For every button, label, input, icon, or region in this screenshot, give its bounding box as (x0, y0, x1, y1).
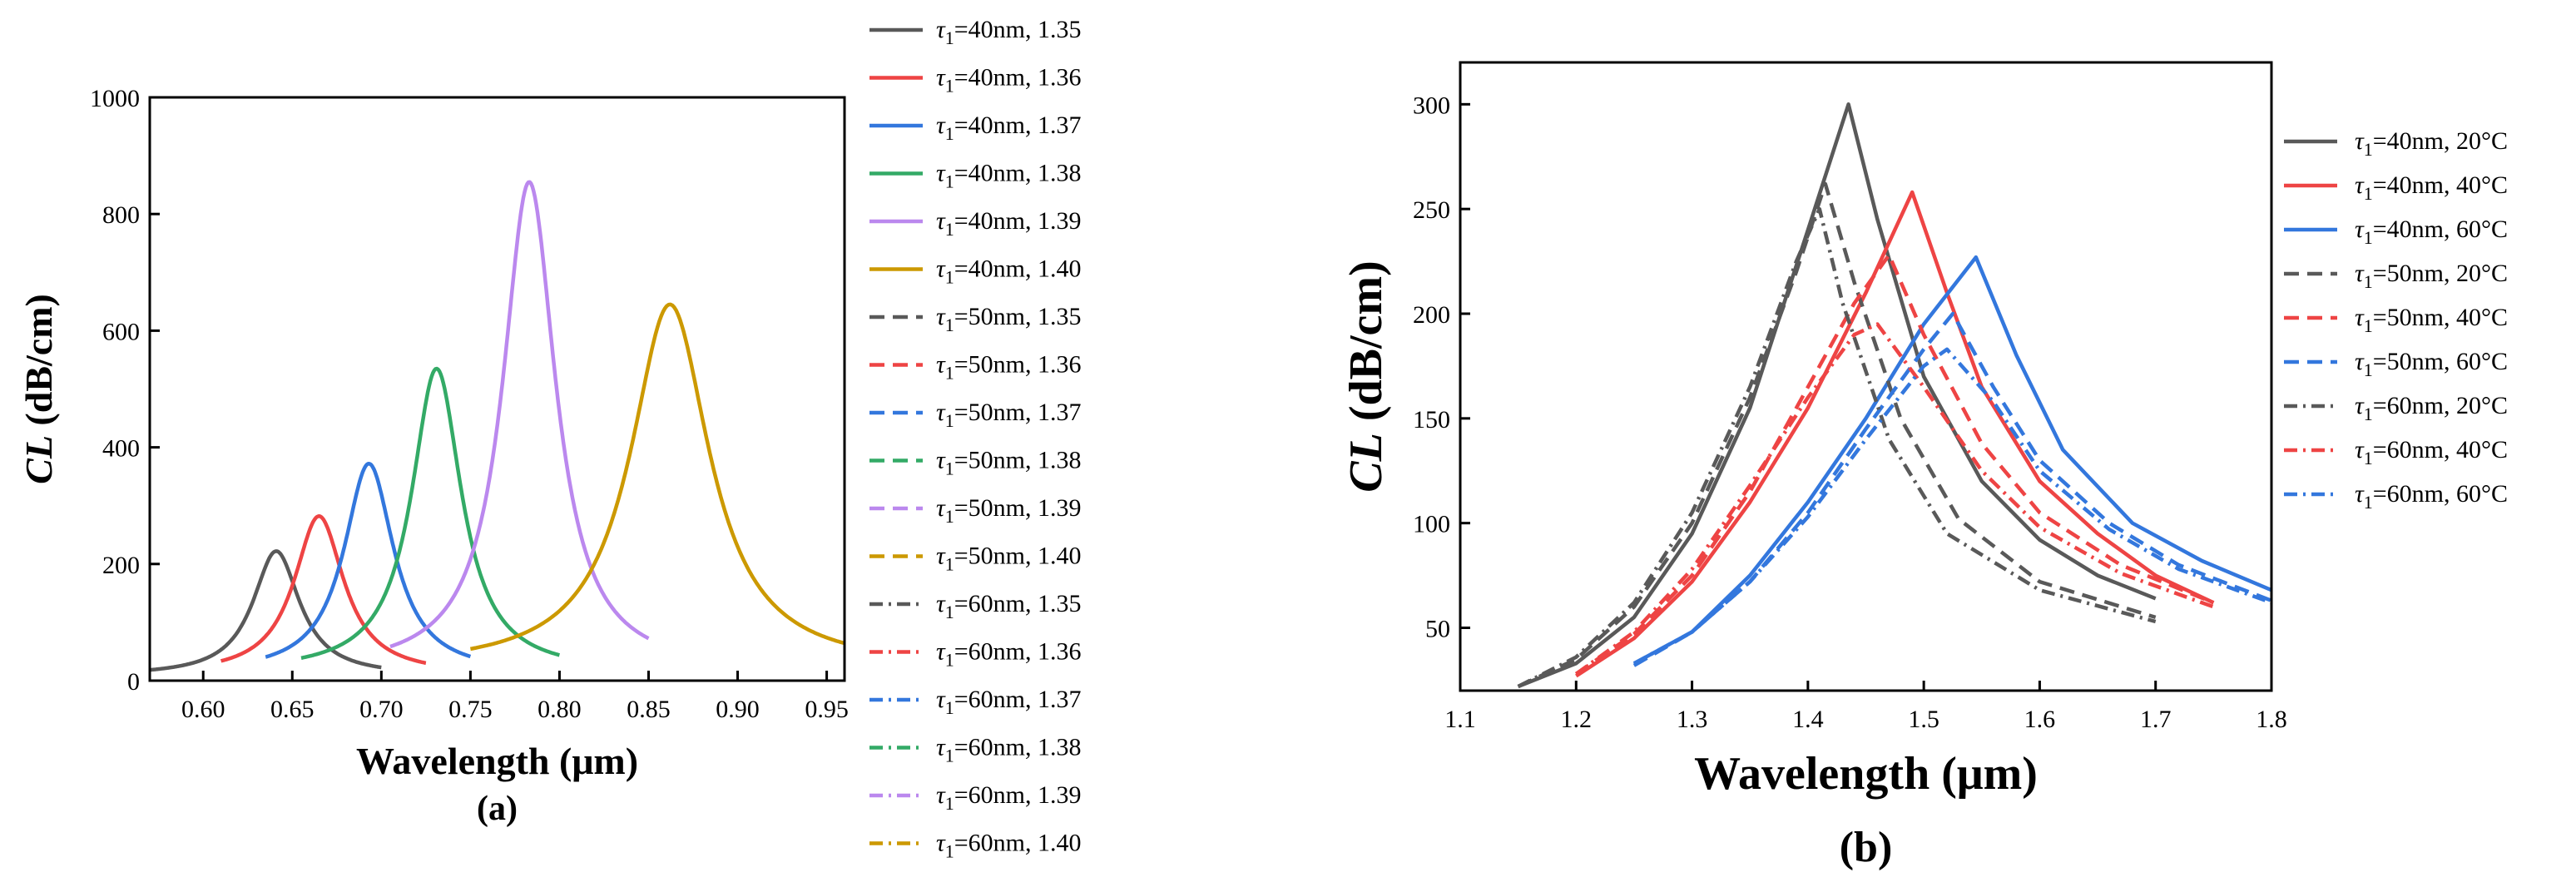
y-tick-label: 150 (1413, 406, 1450, 434)
x-axis-label: Wavelength (μm) (1694, 748, 2038, 800)
y-axis-label-italic: CL (1340, 433, 1392, 493)
legend-label: τ1=50nm, 1.36 (936, 351, 1082, 384)
legend-label: τ1=40nm, 1.35 (936, 16, 1082, 48)
series-line (1574, 322, 2215, 676)
legend-label: τ1=50nm, 40°C (2355, 304, 2508, 336)
y-tick-label: 200 (102, 552, 140, 579)
legend-label: τ1=50nm, 20°C (2355, 260, 2508, 292)
series-line (150, 549, 383, 672)
x-tick-label: 0.75 (448, 696, 493, 723)
y-tick-label: 250 (1413, 196, 1450, 224)
legend-label: τ1=60nm, 1.36 (936, 638, 1082, 671)
panel-label: (a) (477, 790, 518, 828)
plot-area (1517, 102, 2271, 689)
series-line (1517, 206, 2157, 689)
series-line (1632, 311, 2271, 667)
y-axis-label-group: CL (dB/cm) (17, 294, 60, 484)
y-tick-label: 300 (1413, 92, 1450, 119)
series-line (1575, 190, 2215, 678)
legend-label: τ1=40nm, 1.37 (936, 111, 1082, 144)
panel-label: (b) (1840, 824, 1893, 871)
y-tick-label: 800 (102, 201, 140, 229)
legend-label: τ1=50nm, 60°C (2355, 348, 2508, 380)
x-tick-label: 1.6 (2024, 706, 2056, 733)
series-line (1517, 181, 2157, 689)
legend-label: τ1=40nm, 1.40 (936, 255, 1082, 288)
x-tick-label: 1.4 (1792, 706, 1824, 733)
y-tick-label: 1000 (90, 85, 140, 112)
legend-label: τ1=60nm, 60°C (2355, 480, 2508, 513)
legend-label: τ1=40nm, 60°C (2355, 216, 2508, 248)
y-tick-label: 50 (1425, 616, 1450, 643)
x-tick-label: 0.95 (805, 696, 849, 723)
y-tick-label: 400 (102, 435, 140, 463)
y-axis-label: CL (dB/cm) (1340, 260, 1392, 492)
x-tick-label: 1.1 (1444, 706, 1476, 733)
legend-label: τ1=50nm, 1.40 (936, 543, 1082, 575)
legend-label: τ1=40nm, 1.39 (936, 207, 1082, 240)
legend-label: τ1=40nm, 1.36 (936, 64, 1082, 97)
series-line (389, 180, 650, 649)
series-line (265, 461, 472, 659)
series-line (469, 302, 845, 652)
plot-frame (148, 96, 846, 682)
y-tick-label: 0 (127, 668, 140, 696)
y-axis-label-units: (dB/cm) (17, 294, 60, 435)
x-tick-label: 0.60 (181, 696, 225, 723)
legend-label: τ1=60nm, 1.37 (936, 686, 1082, 718)
y-axis-label: CL (dB/cm) (17, 294, 60, 484)
x-tick-label: 0.70 (359, 696, 404, 723)
legend-label: τ1=40nm, 40°C (2355, 171, 2508, 204)
series-line (1517, 102, 2157, 689)
legend-label: τ1=60nm, 40°C (2355, 436, 2508, 468)
x-tick-label: 0.90 (716, 696, 760, 723)
y-axis-label-group: CL (dB/cm) (1340, 260, 1392, 492)
legend-label: τ1=40nm, 1.38 (936, 160, 1082, 192)
x-tick-label: 1.2 (1561, 706, 1593, 733)
legend-label: τ1=50nm, 1.38 (936, 447, 1082, 479)
x-tick-label: 0.85 (627, 696, 671, 723)
chart-panel-b: 1.1 1.2 1.3 1.4 1.5 1.6 1.7 1.8 50 100 150 200 250 30… (1340, 61, 2508, 871)
y-tick-label: 600 (102, 318, 140, 345)
series-line (300, 366, 561, 661)
series-line (1632, 347, 2271, 666)
x-tick-label: 0.80 (537, 696, 582, 723)
legend-label: τ1=60nm, 1.40 (936, 830, 1082, 862)
plot-frame (1459, 61, 2273, 692)
legend-label: τ1=50nm, 1.35 (936, 303, 1082, 335)
series-line (1632, 255, 2271, 666)
y-tick-label: 100 (1413, 511, 1450, 538)
y-tick-label: 200 (1413, 301, 1450, 329)
legend-label: τ1=60nm, 1.39 (936, 781, 1082, 814)
series-line (1575, 253, 2215, 676)
legend-label: τ1=50nm, 1.39 (936, 494, 1082, 527)
plot-area (150, 180, 845, 672)
chart-panel-a: 0.60 0.65 0.70 0.75 0.80 0.85 0.90 0.95 0 200 400 6… (17, 16, 1082, 862)
series-line (220, 514, 427, 666)
legend-label: τ1=50nm, 1.37 (936, 399, 1082, 431)
x-tick-label: 1.3 (1677, 706, 1708, 733)
legend-label: τ1=60nm, 1.38 (936, 734, 1082, 766)
y-axis-label-italic: CL (17, 435, 60, 484)
x-tick-label: 1.7 (2140, 706, 2172, 733)
y-axis-label-units: (dB/cm) (1340, 260, 1392, 433)
legend-label: τ1=60nm, 1.35 (936, 590, 1082, 622)
x-tick-label: 1.5 (1908, 706, 1939, 733)
legend: τ1=40nm, 20°C τ1=40nm, 40°C τ1=40nm, 60°C τ… (2284, 127, 2508, 513)
legend: τ1=40nm, 1.35 τ1=40nm, 1.36 τ1=40nm, 1.37 τ… (869, 16, 1082, 862)
legend-label: τ1=40nm, 20°C (2355, 127, 2508, 160)
x-tick-label: 1.8 (2256, 706, 2287, 733)
x-tick-label: 0.65 (270, 696, 315, 723)
x-axis-label: Wavelength (μm) (356, 740, 638, 782)
legend-label: τ1=60nm, 20°C (2355, 392, 2508, 424)
